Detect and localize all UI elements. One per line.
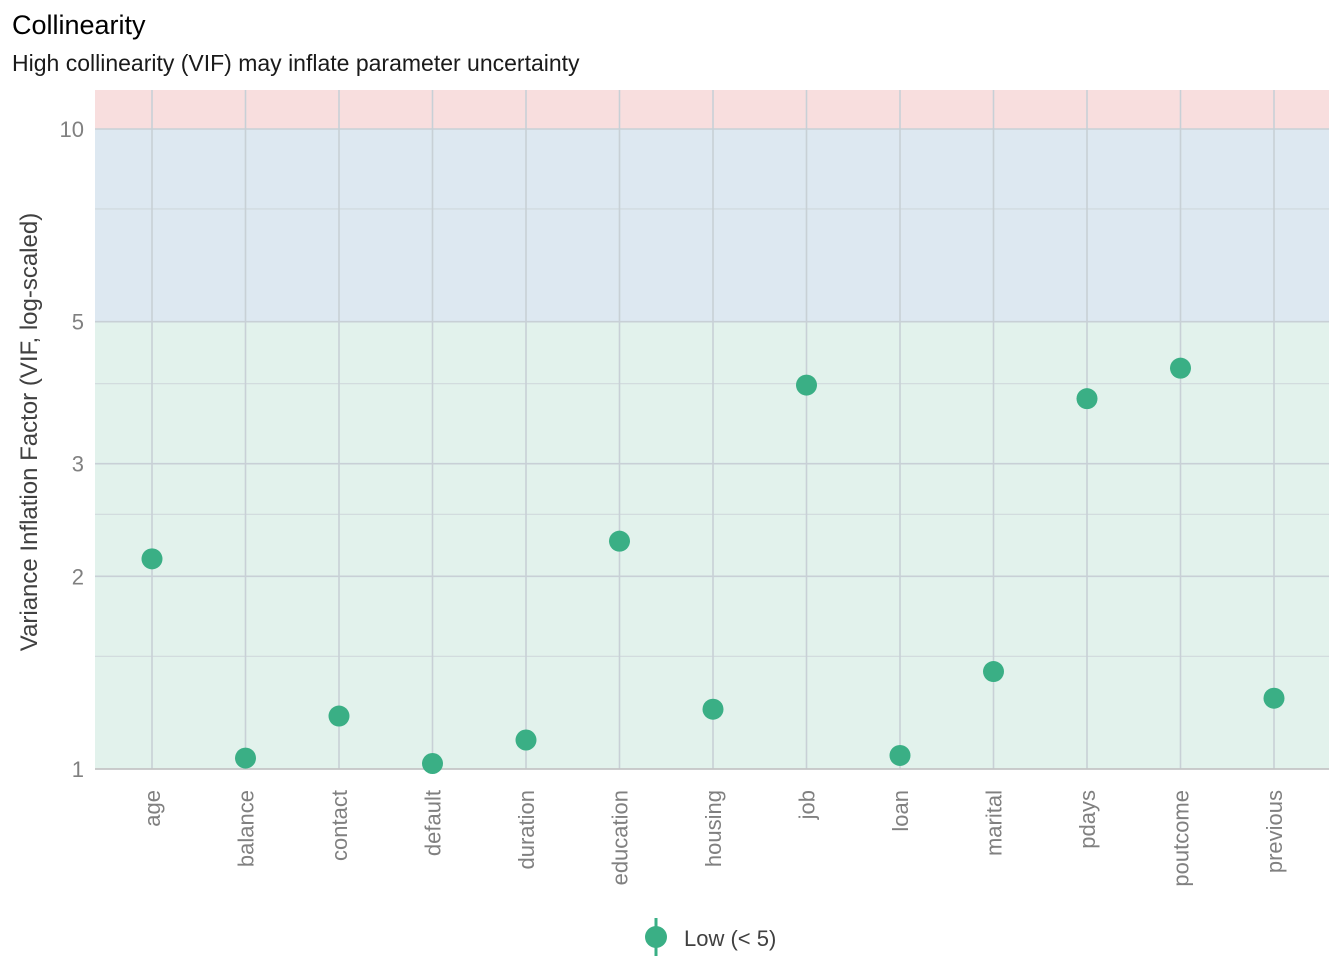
legend-key-point	[645, 926, 667, 948]
y-tick-label-3: 3	[72, 452, 84, 477]
chart-subtitle: High collinearity (VIF) may inflate para…	[12, 50, 580, 76]
chart-title: Collinearity	[12, 10, 146, 40]
y-tick-label-5: 5	[72, 310, 84, 335]
x-tick-label-loan: loan	[888, 790, 913, 832]
point-job	[796, 374, 817, 396]
point-marital	[983, 661, 1004, 683]
y-tick-label-2: 2	[72, 564, 84, 589]
legend-label: Low (< 5)	[684, 926, 776, 951]
x-tick-label-age: age	[140, 790, 165, 827]
point-housing	[702, 698, 724, 720]
point-education	[609, 530, 630, 552]
x-tick-label-poutcome: poutcome	[1169, 790, 1194, 887]
point-age	[141, 548, 163, 570]
x-tick-label-previous: previous	[1262, 790, 1287, 873]
x-tick-label-duration: duration	[514, 790, 539, 870]
point-balance	[235, 747, 256, 769]
vif-bands	[95, 90, 1329, 769]
point-default	[422, 752, 443, 774]
point-loan	[889, 744, 911, 766]
axes: 1 2 3 5 10 age balance contact default duration ed…	[60, 117, 1329, 887]
vif-band-1	[95, 129, 1329, 322]
x-tick-label-marital: marital	[982, 790, 1007, 856]
x-tick-label-education: education	[608, 790, 633, 885]
y-tick-label-1: 1	[72, 757, 84, 782]
x-tick-label-housing: housing	[701, 790, 726, 867]
legend: Low (< 5)	[645, 918, 776, 956]
x-tick-label-contact: contact	[327, 790, 352, 861]
x-tick-label-default: default	[421, 790, 446, 856]
point-poutcome	[1170, 357, 1191, 379]
point-duration	[515, 729, 537, 751]
y-tick-label-10: 10	[60, 117, 84, 142]
y-axis-label: Variance Inflation Factor (VIF, log-scal…	[16, 213, 43, 651]
x-tick-label-balance: balance	[234, 790, 259, 867]
point-contact	[328, 705, 350, 727]
x-tick-label-pdays: pdays	[1075, 790, 1100, 849]
vif-band-0	[95, 321, 1329, 769]
data-points	[141, 357, 1285, 774]
x-tick-label-job: job	[795, 790, 820, 820]
point-pdays	[1076, 388, 1098, 410]
point-previous	[1263, 687, 1285, 709]
vif-band-2	[95, 90, 1329, 129]
